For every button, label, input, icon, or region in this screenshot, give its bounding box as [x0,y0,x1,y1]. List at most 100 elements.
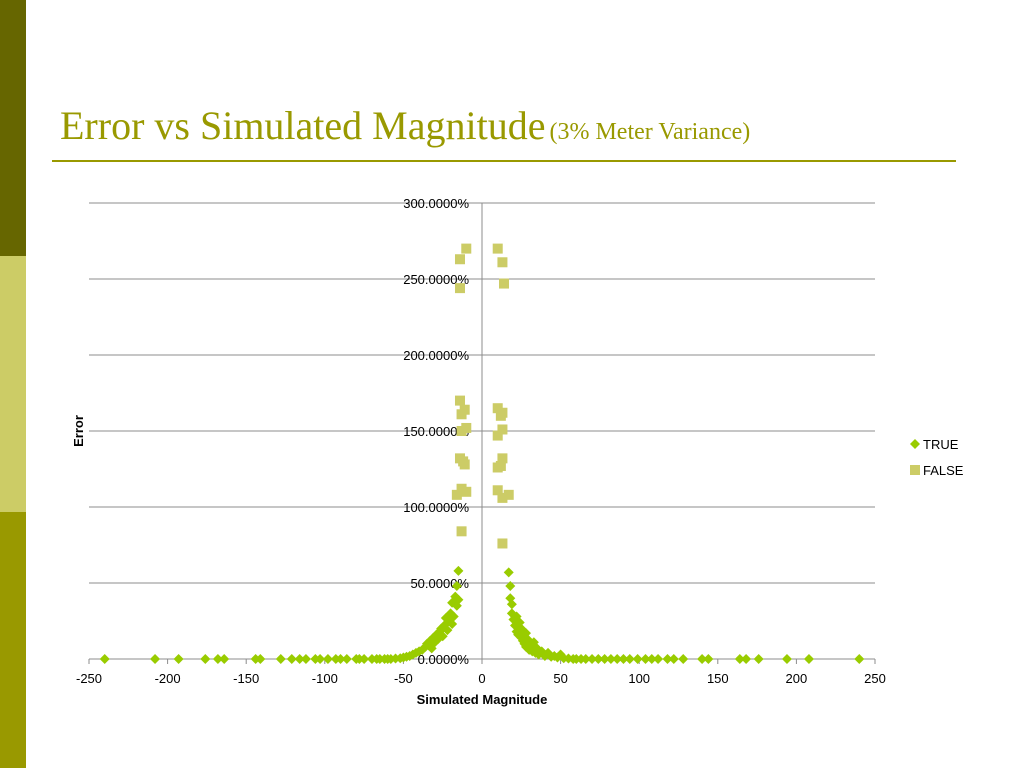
y-tick-label: 150.0000% [403,424,469,439]
data-point-false [492,403,503,414]
data-point-true [678,654,689,664]
legend-marker-false [910,465,920,475]
data-point-false [497,257,508,268]
data-point-false [454,254,465,265]
data-point-true [453,565,464,576]
data-point-true [618,654,629,664]
data-point-true [448,611,459,622]
x-tick-label: 50 [553,671,567,686]
y-tick-label: 50.0000% [410,576,469,591]
data-point-true [294,654,305,664]
data-point-false [492,430,503,441]
data-point-true [632,654,643,664]
slide-title: Error vs Simulated Magnitude (3% Meter V… [60,102,750,149]
data-point-true [173,654,184,664]
data-point-true [200,654,211,664]
data-point-true [646,654,657,664]
data-point-true [322,654,333,664]
y-tick-label: 0.0000% [418,652,470,667]
data-point-true [599,654,610,664]
data-point-false [454,283,465,294]
legend-marker-true [910,439,920,449]
data-point-true [668,654,679,664]
sidebar-block-bottom [0,512,26,768]
y-tick-label: 250.0000% [403,272,469,287]
x-tick-label: 0 [478,671,485,686]
data-point-true [442,625,453,636]
legend-label-true: TRUE [923,437,959,452]
data-point-true [741,654,752,664]
data-point-true [437,631,448,642]
x-tick-label: -100 [312,671,338,686]
data-point-false [456,409,467,420]
sidebar-block-middle [0,256,26,512]
data-point-false [492,462,503,473]
data-point-true [447,619,458,630]
data-point-true [734,654,745,664]
data-point-false [499,278,510,289]
data-point-false [492,485,503,496]
slide-title-main: Error vs Simulated Magnitude [60,103,546,148]
data-point-true [803,654,814,664]
legend-label-false: FALSE [923,463,964,478]
x-tick-label: 200 [786,671,808,686]
y-tick-label: 100.0000% [403,500,469,515]
data-point-true [219,654,230,664]
data-point-true [503,567,514,578]
data-point-false [461,486,472,497]
data-point-false [456,526,467,537]
data-point-false [497,424,508,435]
data-point-true [300,654,311,664]
data-point-true [341,654,352,664]
data-point-true [854,654,865,664]
data-point-false [456,426,467,436]
y-tick-label: 300.0000% [403,196,469,211]
data-point-true [587,654,598,664]
data-point-true [612,654,623,664]
data-point-true [286,654,297,664]
x-tick-label: -200 [155,671,181,686]
data-point-false [497,453,508,464]
data-point-true [697,654,708,664]
data-point-false [497,538,508,549]
y-tick-label: 200.0000% [403,348,469,363]
data-point-true [335,654,346,664]
data-point-false [454,395,465,406]
data-point-true [624,654,635,664]
slide-sidebar [0,0,26,768]
data-point-true [662,654,673,664]
data-point-true [580,654,591,664]
data-point-true [150,654,161,664]
data-point-true [703,654,714,664]
data-point-true [99,654,110,664]
data-point-false [503,489,514,500]
data-point-true [753,654,764,664]
data-point-true [255,654,266,664]
data-point-true [451,581,462,592]
data-point-false [495,410,506,421]
data-point-true [212,654,223,664]
x-tick-label: 150 [707,671,729,686]
data-point-true [505,581,516,592]
title-underline [52,160,956,162]
x-axis-title: Simulated Magnitude [417,692,548,707]
data-point-false [492,243,503,254]
data-point-true [593,654,604,664]
data-point-false [461,243,472,254]
data-point-false [451,489,462,500]
data-point-true [505,593,516,604]
x-tick-label: 250 [864,671,886,686]
data-point-true [653,654,664,664]
data-point-true [640,654,651,664]
data-point-true [605,654,616,664]
y-axis-title: Error [71,415,86,447]
x-tick-label: -250 [76,671,102,686]
data-point-true [453,594,464,605]
data-point-true [506,599,517,610]
data-point-true [275,654,286,664]
x-tick-label: -50 [394,671,413,686]
sidebar-block-top [0,0,26,256]
data-point-false [497,492,508,503]
x-tick-label: 100 [628,671,650,686]
